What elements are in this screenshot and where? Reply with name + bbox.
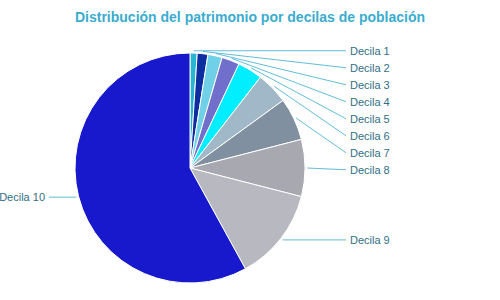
chart: Distribución del patrimonio por decilas … <box>0 0 500 300</box>
leader-line <box>194 50 346 51</box>
leader-line <box>216 54 346 85</box>
leader-line <box>231 58 346 101</box>
leader-line <box>283 239 346 240</box>
leader-line <box>274 86 346 135</box>
chart-container: Distribución del patrimonio por decilas … <box>0 0 500 300</box>
leader-line <box>49 197 76 198</box>
slice-label: Decila 1 <box>350 45 390 57</box>
leader-line <box>251 68 346 119</box>
slice-label: Decila 7 <box>350 147 390 159</box>
labels: Decila 1 Decila 2 Decila 3 Decila 4 Decila 5… <box>0 45 390 246</box>
leader-line <box>203 51 346 67</box>
slice-label: Decila 2 <box>350 62 390 74</box>
slice-label: Decila 8 <box>350 164 390 176</box>
slice <box>75 53 245 283</box>
slice-label: Decila 3 <box>350 79 390 91</box>
title: Distribución del patrimonio por decilas … <box>75 9 425 25</box>
slice-label: Decila 4 <box>350 96 390 108</box>
slice-label: Decila 10 <box>0 191 45 203</box>
slice-label: Decila 5 <box>350 113 390 125</box>
leader-line <box>296 118 346 153</box>
slice-label: Decila 6 <box>350 130 390 142</box>
leader-line <box>307 168 346 170</box>
slices <box>75 53 305 283</box>
slice-label: Decila 9 <box>350 234 390 246</box>
